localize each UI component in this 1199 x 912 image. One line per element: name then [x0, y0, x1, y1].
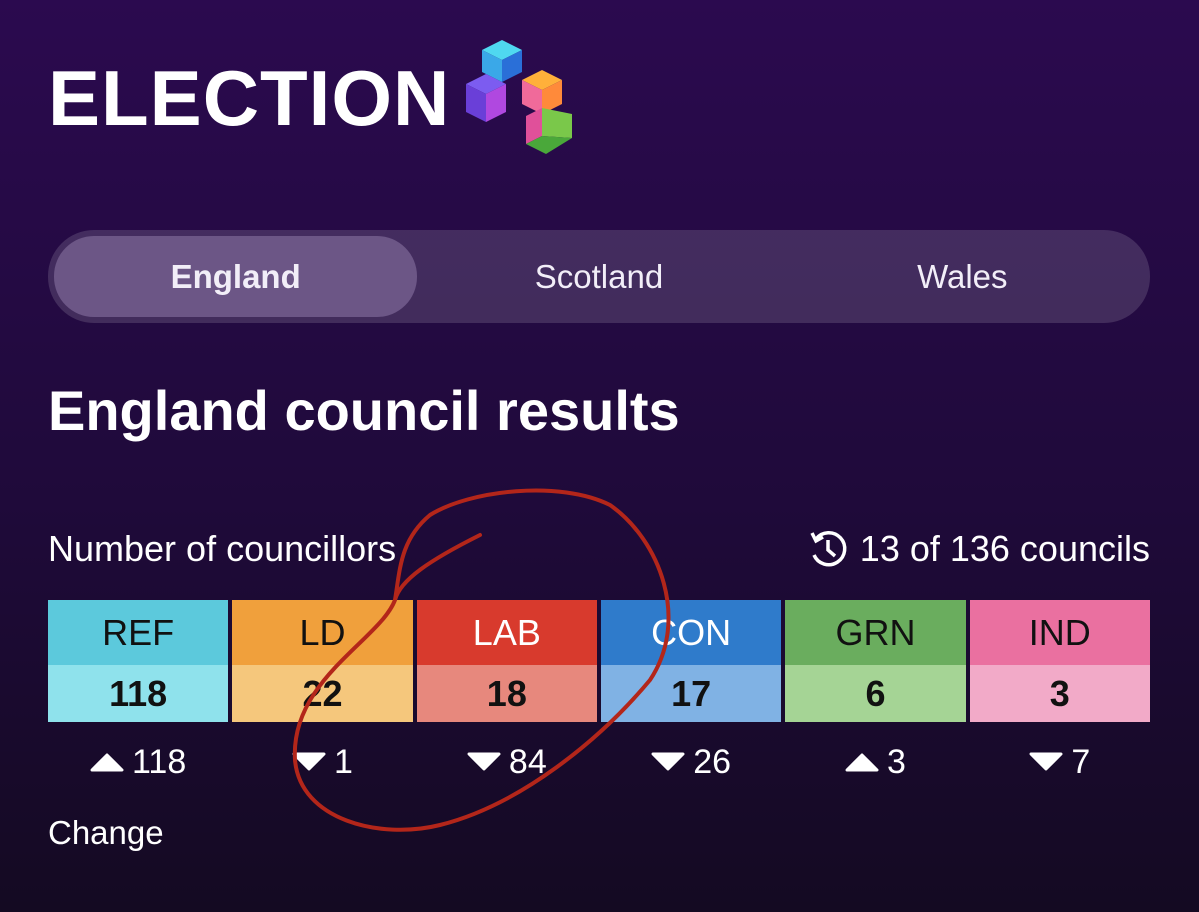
- party-name: CON: [600, 600, 782, 665]
- tab[interactable]: Wales: [917, 257, 1008, 295]
- seat-change: 3: [785, 722, 965, 802]
- seat-change: 26: [601, 722, 781, 802]
- seat-count: 18: [416, 665, 597, 722]
- change-value: 1: [334, 742, 353, 781]
- clock-icon: [810, 531, 847, 567]
- tab[interactable]: Scotland: [534, 257, 664, 295]
- change-value: 84: [508, 742, 547, 781]
- seat-count: 3: [969, 665, 1150, 722]
- arrow-down: [292, 752, 326, 771]
- party-column: LD 22 1: [232, 600, 413, 802]
- seat-change: 84: [417, 722, 597, 802]
- seat-change: 118: [48, 722, 228, 802]
- change-value: 7: [1071, 742, 1091, 781]
- party-column: REF 118 118: [48, 600, 229, 802]
- party-name: LAB: [416, 600, 597, 665]
- party-column: IND 3 7: [969, 600, 1150, 802]
- party-name: LD: [232, 600, 413, 665]
- party-column: CON 17 26: [600, 600, 782, 802]
- party-column: LAB 18 84: [416, 600, 597, 802]
- change-value: 26: [693, 742, 732, 781]
- region-tabs: England Scotland Wales: [48, 230, 1150, 323]
- results-label: Number of councillors: [48, 528, 397, 569]
- party-column: GRN 6 3: [785, 600, 966, 802]
- arrow-up: [845, 753, 879, 772]
- party-name: IND: [969, 600, 1150, 665]
- progress: 13 of 136 councils: [808, 528, 1150, 570]
- results-table: REF 118 118 LD 22 1 LAB 18 84 CON 17 26 GRN 6 3 IND 3 7: [48, 600, 1150, 802]
- seat-count: 17: [600, 665, 782, 722]
- title: ELECTION: [48, 54, 451, 142]
- seat-count: 6: [785, 665, 966, 722]
- seat-change: 7: [970, 722, 1150, 802]
- party-name: GRN: [785, 600, 966, 665]
- change-value: 118: [132, 742, 187, 781]
- seat-change: 1: [232, 722, 412, 802]
- section-heading: England council results: [48, 379, 680, 442]
- seat-count: 22: [232, 665, 413, 722]
- arrow-down: [1029, 752, 1063, 771]
- change-value: 3: [887, 742, 906, 781]
- arrow-up: [90, 753, 124, 772]
- logo: [466, 40, 572, 154]
- seat-count: 118: [48, 665, 229, 722]
- arrow-down: [651, 752, 685, 771]
- arrow-down: [467, 752, 501, 771]
- tab[interactable]: England: [54, 236, 418, 317]
- progress-text: 13 of 136 councils: [859, 528, 1150, 569]
- party-name: REF: [48, 600, 229, 665]
- change-label: Change: [48, 814, 164, 851]
